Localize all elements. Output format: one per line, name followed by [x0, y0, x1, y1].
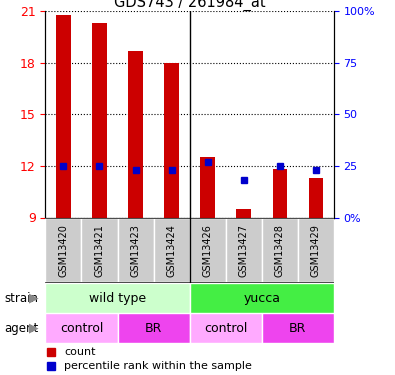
Text: GSM13421: GSM13421 [94, 224, 105, 277]
Text: GSM13428: GSM13428 [275, 224, 285, 277]
Bar [118, 313, 190, 343]
Bar [118, 218, 154, 282]
Text: GSM13423: GSM13423 [130, 224, 141, 277]
Bar [92, 23, 107, 218]
Bar [200, 158, 215, 218]
Text: ▶: ▶ [29, 322, 38, 334]
Bar [56, 15, 71, 217]
Bar [154, 218, 190, 282]
Bar [128, 51, 143, 217]
Bar [261, 313, 334, 343]
Bar [190, 283, 334, 313]
Text: wild type: wild type [89, 292, 146, 304]
Text: yucca: yucca [243, 292, 280, 304]
Bar [164, 63, 179, 217]
Text: GSM13426: GSM13426 [203, 224, 213, 277]
Text: percentile rank within the sample: percentile rank within the sample [64, 361, 252, 371]
Text: control: control [204, 322, 247, 334]
Bar [237, 209, 251, 218]
Bar [190, 313, 261, 343]
Text: GSM13420: GSM13420 [58, 224, 68, 277]
Bar [308, 178, 323, 218]
Bar [226, 218, 261, 282]
Text: strain: strain [4, 292, 38, 304]
Text: GSM13424: GSM13424 [167, 224, 177, 277]
Bar [45, 218, 81, 282]
Text: GSM13429: GSM13429 [311, 224, 321, 277]
Text: GSM13427: GSM13427 [239, 224, 249, 277]
Text: agent: agent [4, 322, 38, 334]
Title: GDS743 / 261984_at: GDS743 / 261984_at [114, 0, 265, 11]
Bar [273, 170, 287, 217]
Bar [261, 218, 298, 282]
Bar [81, 218, 118, 282]
Text: BR: BR [145, 322, 162, 334]
Bar [45, 313, 118, 343]
Bar [298, 218, 334, 282]
Text: control: control [60, 322, 103, 334]
Bar [190, 218, 226, 282]
Bar [45, 283, 190, 313]
Text: BR: BR [289, 322, 307, 334]
Text: count: count [64, 347, 96, 357]
Text: ▶: ▶ [29, 292, 38, 304]
